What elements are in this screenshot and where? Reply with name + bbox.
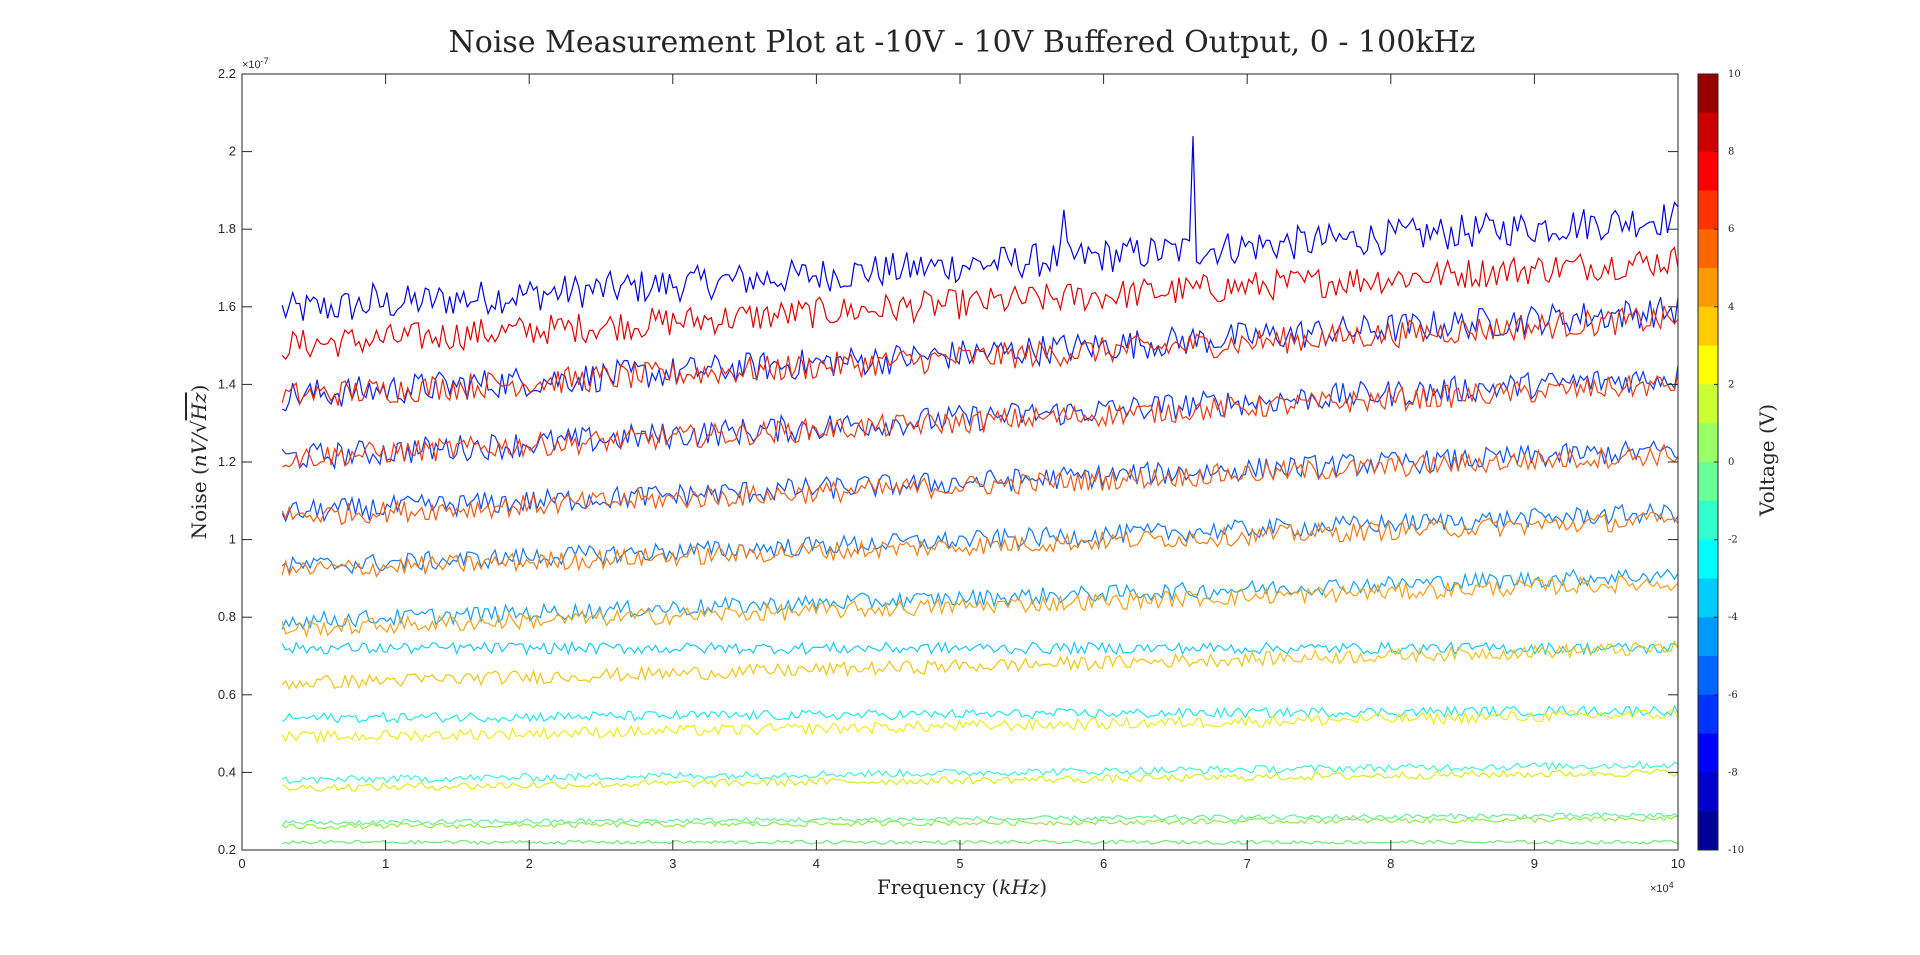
y-tick-label: 1.8 bbox=[218, 221, 236, 236]
x-tick-label: 5 bbox=[956, 856, 963, 871]
series-line-6v bbox=[281, 511, 1679, 578]
colorbar-band bbox=[1698, 229, 1718, 269]
y-exponent: -7 bbox=[261, 56, 269, 66]
y-tick-label: 1.6 bbox=[218, 299, 236, 314]
colorbar-tick-label: 2 bbox=[1728, 379, 1734, 390]
x-exponent-label: ×104 bbox=[1650, 880, 1674, 895]
colorbar-band bbox=[1698, 190, 1718, 230]
series-line-3v bbox=[281, 709, 1679, 745]
y-tick-label: 0.6 bbox=[218, 687, 236, 702]
y-tick-label: 2.2 bbox=[218, 66, 236, 81]
sqrt-sign: √ bbox=[187, 420, 211, 433]
x-axis-label-unit: kHz bbox=[999, 875, 1040, 899]
series-layer bbox=[281, 136, 1679, 845]
colorbar-tick-label: 6 bbox=[1728, 224, 1734, 235]
colorbar-band bbox=[1698, 151, 1718, 191]
series-line--6v bbox=[281, 502, 1679, 575]
x-multiplier: ×10 bbox=[1650, 883, 1669, 895]
x-tick-label: 0 bbox=[238, 856, 245, 871]
y-tick-label: 2 bbox=[229, 144, 236, 159]
series-line--7v bbox=[281, 440, 1679, 523]
colorbar-tick-label: -6 bbox=[1728, 690, 1738, 701]
x-tick-label: 4 bbox=[813, 856, 820, 871]
chart-title: Noise Measurement Plot at -10V - 10V Buf… bbox=[449, 25, 1476, 60]
y-ticks: 0.2 0.4 0.6 0.8 1 1.2 1.4 1.6 1.8 2 2.2 bbox=[218, 66, 1678, 857]
colorbar-tick-label: -8 bbox=[1728, 767, 1738, 778]
colorbar-band bbox=[1698, 500, 1718, 541]
y-axis-label: Noise (nV/√Hz) bbox=[187, 385, 211, 540]
y-tick-label: 0.4 bbox=[218, 764, 236, 779]
colorbar-tick-label: 10 bbox=[1728, 69, 1741, 80]
x-tick-label: 1 bbox=[382, 856, 389, 871]
colorbar-tick-label: -2 bbox=[1728, 535, 1738, 546]
series-line--5v bbox=[281, 568, 1679, 631]
colorbar-band bbox=[1698, 268, 1718, 308]
colorbar-band bbox=[1698, 306, 1718, 347]
y-axis-label-unit: nV/ bbox=[187, 431, 211, 467]
series-line--1v bbox=[281, 812, 1679, 826]
colorbar-band bbox=[1698, 462, 1718, 502]
x-tick-label: 2 bbox=[526, 856, 533, 871]
series-line-7v bbox=[281, 443, 1679, 526]
colorbar-tick-label: -4 bbox=[1728, 612, 1738, 623]
colorbar-band bbox=[1698, 384, 1718, 424]
colorbar-band bbox=[1698, 617, 1718, 657]
x-tick-label: 7 bbox=[1244, 856, 1251, 871]
colorbar-tick-label: -10 bbox=[1728, 845, 1744, 856]
series-line-1v bbox=[281, 815, 1679, 830]
svg-text:Noise (nV/√Hz): Noise (nV/√Hz) bbox=[187, 385, 211, 540]
series-line--4v bbox=[281, 640, 1679, 656]
colorbar-tick-label: 0 bbox=[1728, 457, 1734, 468]
x-tick-label: 6 bbox=[1100, 856, 1107, 871]
y-axis-label-radicand: Hz bbox=[187, 392, 211, 421]
colorbar-band bbox=[1698, 694, 1718, 735]
x-tick-label: 9 bbox=[1531, 856, 1538, 871]
series-line--3v bbox=[281, 704, 1679, 724]
x-exponent: 4 bbox=[1669, 880, 1674, 890]
series-line-0v bbox=[282, 839, 1679, 845]
y-multiplier: ×10 bbox=[242, 59, 261, 71]
series-line--10v bbox=[281, 136, 1679, 321]
colorbar-band bbox=[1698, 539, 1718, 579]
x-axis-label: Frequency (kHz) bbox=[877, 875, 1047, 899]
colorbar-tick-label: 4 bbox=[1728, 302, 1734, 313]
y-axis-label-text: Noise bbox=[187, 481, 211, 539]
series-line--2v bbox=[281, 760, 1679, 785]
x-ticks: 0 1 2 3 4 5 6 7 8 9 10 bbox=[238, 74, 1685, 871]
colorbar: 10 8 6 4 2 0 -2 -4 -6 -8 -10 bbox=[1697, 69, 1744, 856]
colorbar-tick-label: 8 bbox=[1728, 147, 1734, 158]
series-line-4v bbox=[281, 639, 1679, 691]
series-line-10v bbox=[281, 246, 1679, 360]
colorbar-band bbox=[1698, 112, 1718, 153]
series-line-8v bbox=[281, 373, 1679, 469]
x-tick-label: 3 bbox=[669, 856, 676, 871]
colorbar-label: Voltage (V) bbox=[1755, 404, 1779, 517]
colorbar-band bbox=[1698, 423, 1718, 463]
series-line--8v bbox=[281, 365, 1679, 471]
colorbar-band bbox=[1698, 578, 1718, 618]
colorbar-band bbox=[1698, 345, 1718, 385]
y-tick-label: 0.2 bbox=[218, 842, 236, 857]
colorbar-band bbox=[1698, 74, 1718, 114]
colorbar-band bbox=[1698, 772, 1718, 812]
y-tick-label: 1 bbox=[229, 532, 236, 547]
series-line-9v bbox=[281, 305, 1679, 406]
y-tick-label: 1.4 bbox=[218, 376, 236, 391]
x-tick-label: 10 bbox=[1671, 856, 1685, 871]
colorbar-band bbox=[1698, 811, 1718, 851]
x-axis-label-text: Frequency bbox=[877, 875, 986, 899]
y-tick-label: 0.8 bbox=[218, 609, 236, 624]
colorbar-band bbox=[1698, 656, 1718, 696]
y-exponent-label: ×10-7 bbox=[242, 56, 269, 71]
y-tick-label: 1.2 bbox=[218, 454, 236, 469]
x-tick-label: 8 bbox=[1387, 856, 1394, 871]
colorbar-band bbox=[1698, 733, 1718, 773]
series-line-2v bbox=[281, 768, 1679, 792]
series-line-5v bbox=[281, 575, 1679, 639]
series-line--9v bbox=[281, 297, 1679, 412]
